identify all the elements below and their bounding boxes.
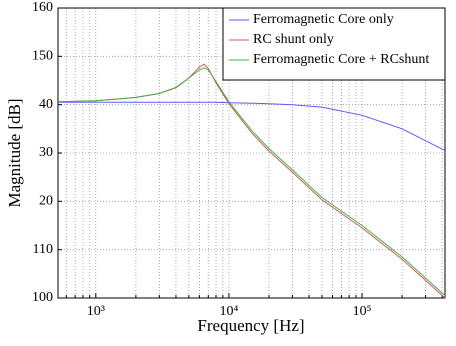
legend-label: RC shunt only [253, 32, 334, 47]
legend-box [222, 7, 446, 81]
y-tick-label: 160 [32, 0, 53, 15]
y-tick-label: 30 [39, 145, 53, 160]
series-line [57, 67, 446, 296]
series-line [58, 101, 446, 152]
y-tick-label: 150 [32, 49, 53, 64]
legend: Ferromagnetic Core only RC shunt only Ferr… [222, 7, 446, 81]
legend-label: Ferromagnetic Core only [253, 12, 394, 27]
y-tick-label: 110 [33, 242, 53, 257]
y-tick-label: 20 [39, 194, 53, 209]
y-axis-label: Magnitude [dB] [5, 98, 24, 207]
x-tick-label: 10⁵ [353, 304, 372, 319]
y-tick-label: 100 [32, 290, 53, 305]
y-tick-label: 40 [39, 97, 53, 112]
legend-label: Ferromagnetic Core + RCshunt [253, 52, 429, 67]
x-tick-label: 10³ [87, 304, 105, 319]
x-axis-label: Frequency [Hz] [197, 316, 304, 335]
x-tick-label: 10⁴ [219, 304, 238, 319]
